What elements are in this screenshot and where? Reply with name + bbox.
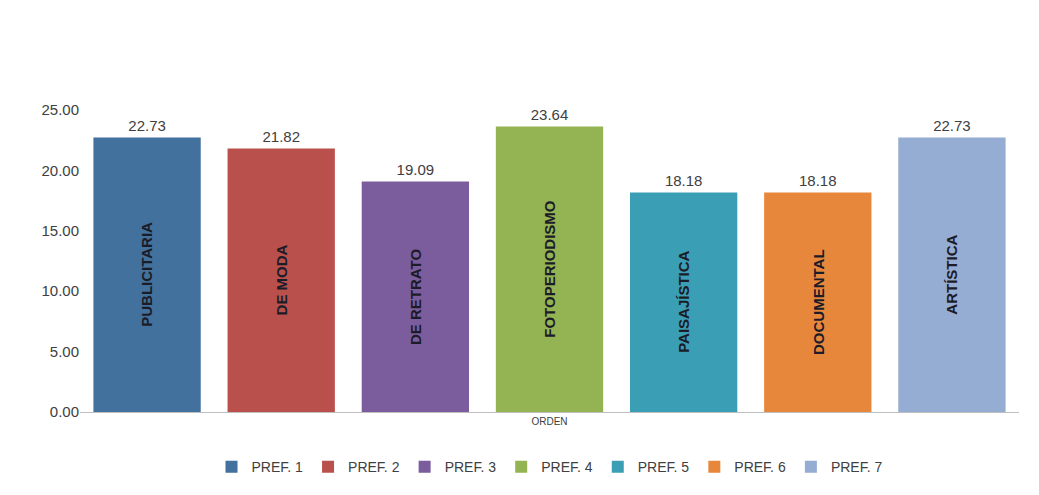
- svg-text:20.00: 20.00: [41, 162, 79, 179]
- svg-text:FOTOPERIODISMO: FOTOPERIODISMO: [541, 200, 558, 338]
- svg-text:25.00: 25.00: [41, 101, 79, 118]
- svg-text:PREF. 3: PREF. 3: [445, 459, 497, 475]
- svg-text:10.00: 10.00: [41, 282, 79, 299]
- svg-text:PAISAJÍSTICA: PAISAJÍSTICA: [675, 250, 692, 352]
- svg-text:PUBLICITARIA: PUBLICITARIA: [138, 222, 155, 327]
- svg-text:ORDEN: ORDEN: [531, 416, 567, 427]
- svg-text:0.00: 0.00: [50, 403, 79, 420]
- svg-text:18.18: 18.18: [665, 172, 703, 189]
- svg-text:19.09: 19.09: [397, 161, 435, 178]
- svg-text:DOCUMENTAL: DOCUMENTAL: [810, 249, 827, 355]
- svg-text:15.00: 15.00: [41, 222, 79, 239]
- svg-text:DE MODA: DE MODA: [273, 244, 290, 315]
- svg-text:22.73: 22.73: [128, 117, 166, 134]
- svg-text:DE RETRATO: DE RETRATO: [407, 249, 424, 345]
- svg-text:ARTÍSTICA: ARTÍSTICA: [943, 234, 960, 314]
- svg-text:23.64: 23.64: [531, 106, 569, 123]
- svg-text:18.18: 18.18: [799, 172, 837, 189]
- svg-text:PREF. 5: PREF. 5: [638, 459, 690, 475]
- svg-text:PREF. 1: PREF. 1: [252, 459, 304, 475]
- svg-text:5.00: 5.00: [50, 343, 79, 360]
- svg-text:PREF. 4: PREF. 4: [541, 459, 593, 475]
- svg-text:21.82: 21.82: [262, 128, 300, 145]
- svg-text:PREF. 7: PREF. 7: [831, 459, 883, 475]
- svg-text:PREF. 6: PREF. 6: [734, 459, 786, 475]
- svg-text:22.73: 22.73: [933, 117, 971, 134]
- svg-text:PREF. 2: PREF. 2: [348, 459, 400, 475]
